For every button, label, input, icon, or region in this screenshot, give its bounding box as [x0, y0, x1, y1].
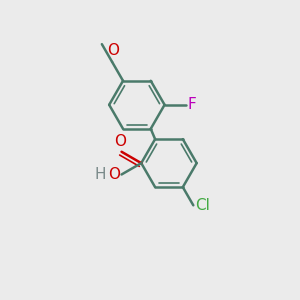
Text: F: F [188, 97, 197, 112]
Text: O: O [108, 167, 120, 182]
Text: O: O [114, 134, 126, 149]
Text: O: O [107, 44, 119, 59]
Text: H: H [95, 167, 106, 182]
Text: Cl: Cl [195, 198, 210, 213]
